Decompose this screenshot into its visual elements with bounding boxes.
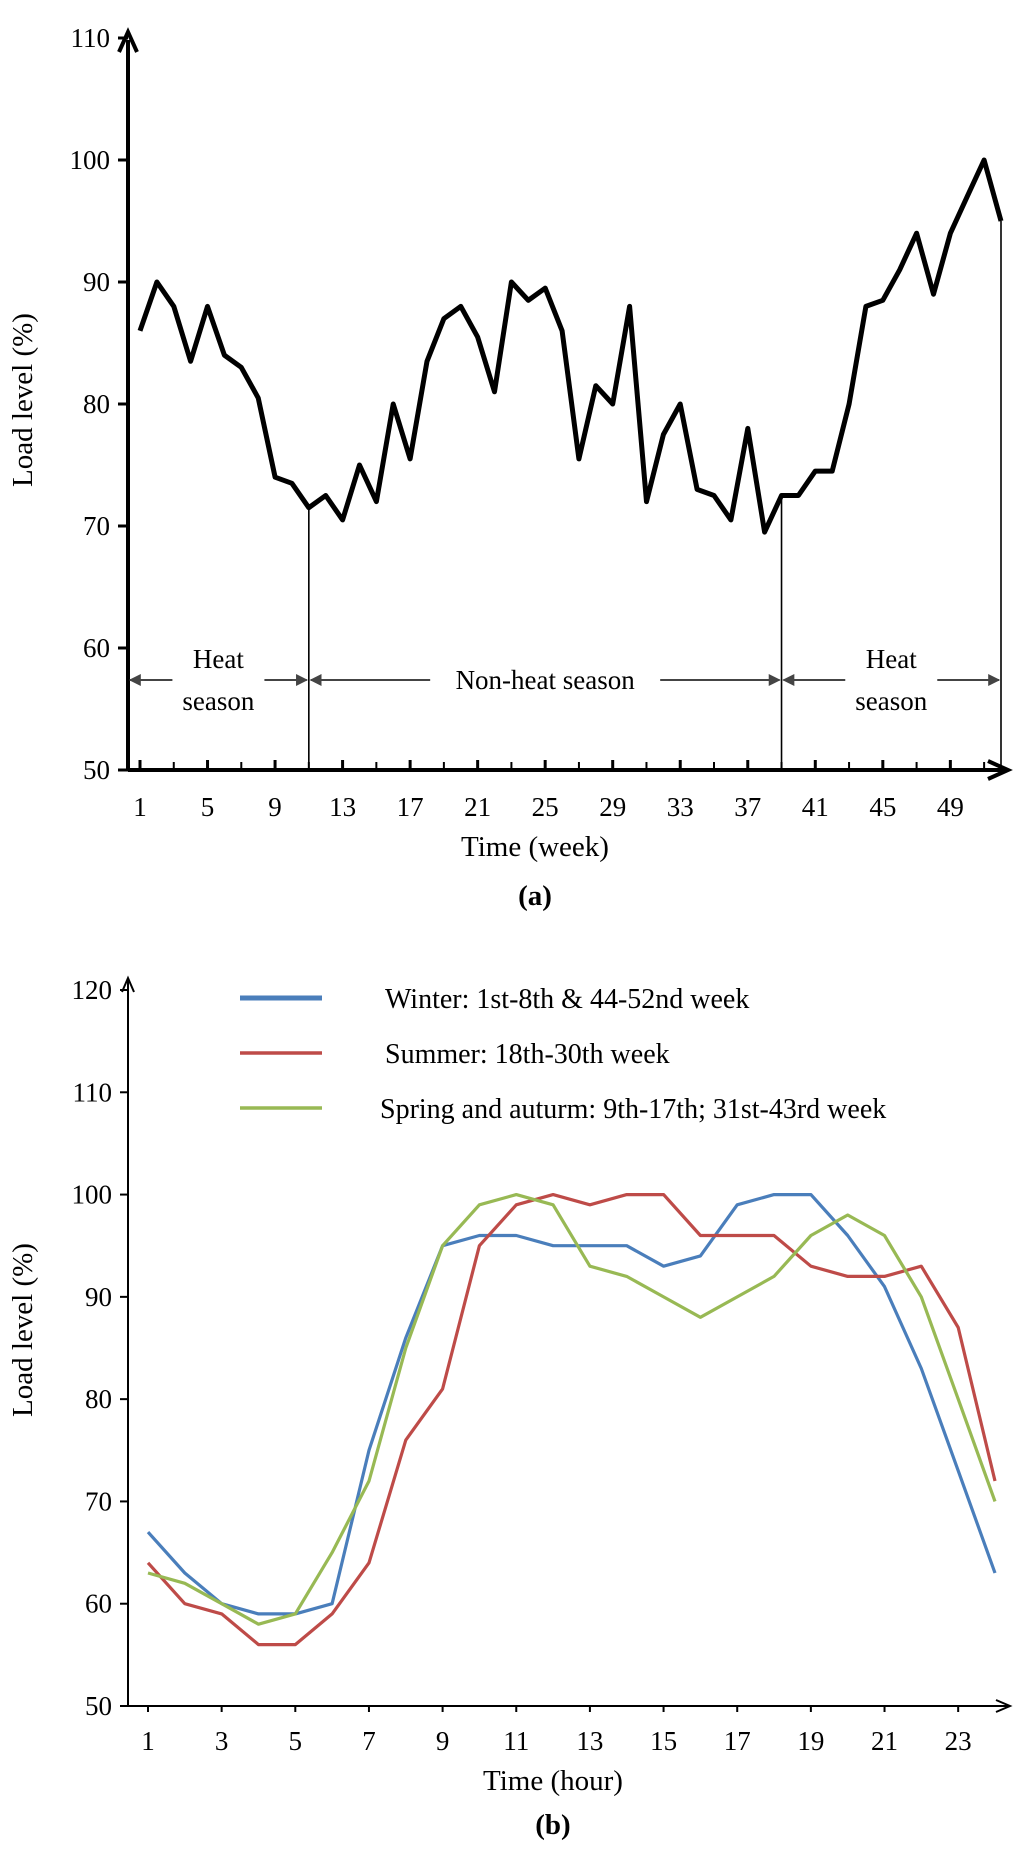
chart-b-x-tick-label: 5 xyxy=(289,1726,303,1756)
chart-b-y-tick-label: 100 xyxy=(72,1180,113,1210)
chart-a-season-label-bg xyxy=(172,630,265,726)
chart-b-legend: Winter: 1st-8th & 44-52nd week Summer: 18… xyxy=(240,984,886,1125)
chart-a-x-tick-label: 5 xyxy=(201,792,215,822)
chart-a-x-tick-label: 21 xyxy=(464,792,491,822)
chart-b-x-tick-label: 7 xyxy=(362,1726,376,1756)
chart-b-legend-entry: Winter: 1st-8th & 44-52nd week xyxy=(385,984,749,1015)
chart-b-x-tick-label: 21 xyxy=(871,1726,898,1756)
chart-b-x-tick-label: 17 xyxy=(724,1726,751,1756)
chart-b-legend-entry: Spring and auturm: 9th-17th; 31st-43rd w… xyxy=(380,1094,886,1125)
chart-a-y-tick-label: 70 xyxy=(83,511,110,541)
chart-a-x-tick-label: 25 xyxy=(532,792,559,822)
chart-a-season-label-bg xyxy=(845,630,938,726)
chart-a-season-label: season xyxy=(182,686,254,716)
chart-a-x-axis-arrow xyxy=(987,759,1013,781)
chart-a-x-axis-label: Time (week) xyxy=(461,831,609,863)
chart-a-x-tick-label: 37 xyxy=(734,792,761,822)
chart-a-y-tick-label: 90 xyxy=(83,267,110,297)
chart-a-season-label: season xyxy=(855,686,927,716)
chart-a-y-tick-label: 100 xyxy=(70,145,111,175)
chart-a-caption: (a) xyxy=(518,880,552,912)
chart-b: Winter: 1st-8th & 44-52nd week Summer: 18… xyxy=(7,975,1013,1841)
chart-a-x-tick-label: 29 xyxy=(599,792,626,822)
chart-b-x-axis-label: Time (hour) xyxy=(483,1765,623,1797)
chart-b-x-tick-label: 9 xyxy=(436,1726,450,1756)
chart-b-y-axis-arrow xyxy=(121,975,135,993)
chart-a-x-tick-label: 41 xyxy=(802,792,829,822)
chart-a-y-tick-label: 110 xyxy=(71,23,111,53)
chart-b-legend-entry: Summer: 18th-30th week xyxy=(385,1039,670,1070)
chart-a-axes: 50 60 70 80 90 100 110 1 5 9 13 17 21 25 29 33 37 41 45 49 xyxy=(70,23,1013,822)
chart-b-x-tick-label: 1 xyxy=(141,1726,155,1756)
chart-b-y-tick-label: 110 xyxy=(73,1077,113,1107)
chart-a-x-tick-label: 9 xyxy=(268,792,282,822)
chart-a-x-tick-label: 33 xyxy=(667,792,694,822)
chart-a-season-label-bg xyxy=(430,658,661,692)
chart-a-season-label: Heat xyxy=(193,644,244,674)
chart-b-y-axis-label: Load level (%) xyxy=(7,1243,39,1417)
chart-b-x-tick-label: 11 xyxy=(503,1726,529,1756)
chart-a-season-annotations: Heat season Non-heat season Heat season xyxy=(128,221,1002,770)
chart-a-y-tick-label: 80 xyxy=(83,389,110,419)
chart-b-y-tick-label: 70 xyxy=(85,1486,112,1516)
chart-b-x-tick-label: 23 xyxy=(945,1726,972,1756)
chart-b-x-tick-label: 19 xyxy=(797,1726,824,1756)
chart-a-x-tick-label: 45 xyxy=(869,792,896,822)
chart-b-x-tick-label: 15 xyxy=(650,1726,677,1756)
chart-a-season-label: Non-heat season xyxy=(456,665,636,695)
chart-a-x-tick-label: 17 xyxy=(397,792,424,822)
chart-b-caption: (b) xyxy=(535,1809,570,1841)
chart-a-x-tick-label: 1 xyxy=(133,792,147,822)
chart-a-series-line xyxy=(137,157,1004,535)
chart-b-y-tick-label: 120 xyxy=(72,975,113,1005)
chart-b-x-tick-label: 13 xyxy=(576,1726,603,1756)
chart-b-y-tick-label: 50 xyxy=(85,1691,112,1721)
chart-b-y-tick-label: 80 xyxy=(85,1384,112,1414)
chart-a-y-axis-label: Load level (%) xyxy=(7,313,39,487)
chart-a-season-label: Heat xyxy=(866,644,917,674)
chart-a-x-tick-label: 13 xyxy=(329,792,356,822)
chart-a-x-tick-label: 49 xyxy=(937,792,964,822)
chart-b-y-tick-label: 90 xyxy=(85,1282,112,1312)
chart-b-series-line-1 xyxy=(146,1192,997,1616)
chart-b-x-tick-label: 3 xyxy=(215,1726,229,1756)
chart-a-y-axis-arrow xyxy=(117,27,139,53)
chart-b-series-line-2 xyxy=(146,1192,997,1647)
chart-a-y-tick-label: 50 xyxy=(83,755,110,785)
chart-b-series-line-3 xyxy=(147,1192,997,1626)
chart-a-plot-area xyxy=(137,157,1004,535)
chart-b-plot-area xyxy=(146,1192,997,1647)
chart-a-y-tick-label: 60 xyxy=(83,633,110,663)
chart-b-y-tick-label: 60 xyxy=(85,1589,112,1619)
chart-b-x-axis-arrow xyxy=(995,1699,1013,1713)
